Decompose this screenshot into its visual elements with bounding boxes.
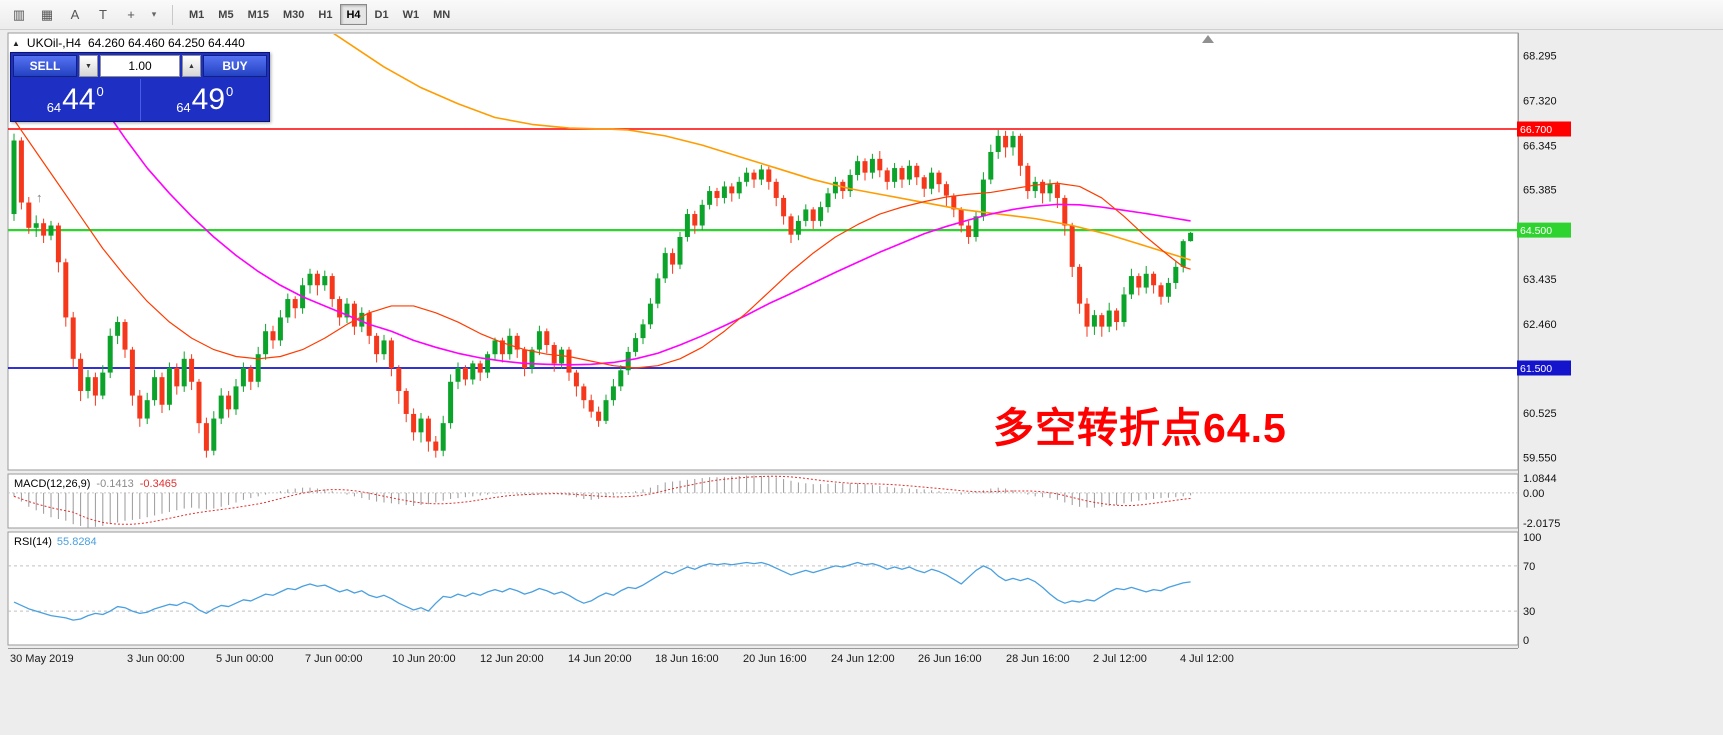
price-tick-label: 59.550 bbox=[1523, 453, 1557, 465]
rsi-line bbox=[13, 561, 1191, 621]
chart-shift-marker[interactable] bbox=[1202, 35, 1214, 43]
toolbar: ▥ ▦ A T + ▾ M1 M5 M15 M30 H1 H4 D1 W1 MN bbox=[0, 0, 1723, 30]
tf-button-h4[interactable]: H4 bbox=[340, 4, 367, 25]
volume-decrease-button[interactable]: ▼ bbox=[79, 55, 98, 77]
sell-price-small: 64 bbox=[46, 100, 62, 115]
price-tick-label: 68.295 bbox=[1523, 51, 1557, 63]
chart-annotation: 多空转折点64.5 bbox=[993, 405, 1287, 451]
rsi-axis-label: 30 bbox=[1523, 606, 1535, 618]
ma-mid-magenta bbox=[79, 64, 1191, 366]
time-tick-label: 4 Jul 12:00 bbox=[1180, 653, 1234, 665]
charts-icon[interactable]: ▥ bbox=[12, 6, 26, 22]
symbol-period-label: UKOil-,H4 bbox=[26, 36, 81, 50]
macd-axis-label: 0.00 bbox=[1523, 488, 1544, 500]
macd-label: MACD(12,26,9) -0.1413 -0.3465 bbox=[14, 478, 177, 490]
line-studies-dropdown-icon[interactable]: ▾ bbox=[151, 9, 157, 19]
price-badge-64.500 bbox=[1517, 222, 1571, 238]
text-label-icon[interactable]: A bbox=[70, 7, 80, 22]
time-tick-label: 28 Jun 16:00 bbox=[1006, 653, 1070, 665]
price-badge-66.700 bbox=[1517, 121, 1571, 137]
collapse-icon[interactable]: ▲ bbox=[12, 38, 20, 48]
macd-signal-line bbox=[13, 475, 1191, 525]
price-tick-label: 60.525 bbox=[1523, 408, 1557, 420]
buy-price-sup: 0 bbox=[226, 84, 234, 99]
candlestick-series bbox=[11, 129, 1194, 458]
time-tick-label: 10 Jun 20:00 bbox=[392, 653, 456, 665]
time-tick-label: 2 Jul 12:00 bbox=[1093, 653, 1147, 665]
time-tick-label: 26 Jun 16:00 bbox=[918, 653, 982, 665]
chevron-down-icon: ▼ bbox=[85, 62, 92, 70]
price-tick-label: 67.320 bbox=[1523, 96, 1557, 108]
volume-input[interactable] bbox=[100, 55, 180, 77]
tf-button-m30[interactable]: M30 bbox=[277, 4, 310, 25]
price-tick-label: 62.460 bbox=[1523, 319, 1557, 331]
tf-button-d1[interactable]: D1 bbox=[369, 4, 395, 25]
price-badge-text: 64.500 bbox=[1520, 225, 1552, 237]
toolbar-separator bbox=[172, 4, 173, 25]
ma-fast-red bbox=[13, 119, 1191, 369]
time-tick-label: 20 Jun 16:00 bbox=[743, 653, 807, 665]
tf-button-m5[interactable]: M5 bbox=[212, 4, 239, 25]
chart-canvas[interactable]: ↑ 68.295 67.320 66.345 65.385 63.435 62.460 60.… bbox=[0, 30, 1723, 735]
time-tick-label: 14 Jun 20:00 bbox=[568, 653, 632, 665]
rsi-label: RSI(14) 55.8284 bbox=[14, 536, 97, 548]
grid-icon[interactable]: ▦ bbox=[40, 6, 54, 22]
tf-button-w1[interactable]: W1 bbox=[397, 4, 426, 25]
price-axis[interactable]: 68.295 67.320 66.345 65.385 63.435 62.460 60.5… bbox=[1517, 33, 1571, 648]
arrow-object[interactable]: ↑ bbox=[36, 190, 43, 205]
rsi-axis-label: 70 bbox=[1523, 561, 1535, 573]
trade-panel-controls: SELL ▼ ▲ BUY bbox=[11, 53, 269, 79]
time-tick-label: 30 May 2019 bbox=[10, 653, 74, 665]
buy-button[interactable]: BUY bbox=[203, 55, 267, 77]
time-tick-label: 12 Jun 20:00 bbox=[480, 653, 544, 665]
chart-title: ▲ UKOil-,H4 64.260 64.460 64.250 64.440 bbox=[12, 36, 245, 50]
buy-price[interactable]: 64 49 0 bbox=[139, 79, 270, 121]
time-tick-label: 24 Jun 12:00 bbox=[831, 653, 895, 665]
time-tick-label: 3 Jun 00:00 bbox=[127, 653, 185, 665]
toolbar-icons: ▥ ▦ A T + ▾ bbox=[6, 3, 162, 27]
ma-slow-orange bbox=[333, 34, 1191, 261]
time-tick-label: 5 Jun 00:00 bbox=[216, 653, 274, 665]
text-box-icon[interactable]: T bbox=[99, 7, 107, 22]
sell-price-big: 44 bbox=[62, 83, 96, 116]
rsi-axis-label: 0 bbox=[1523, 635, 1529, 647]
tf-button-h1[interactable]: H1 bbox=[312, 4, 338, 25]
crosshair-icon[interactable]: + bbox=[127, 7, 135, 22]
macd-histogram bbox=[13, 475, 1192, 528]
volume-increase-button[interactable]: ▲ bbox=[182, 55, 201, 77]
time-axis[interactable]: 30 May 2019 3 Jun 00:00 5 Jun 00:00 7 Jun 0… bbox=[8, 648, 1518, 666]
tf-button-m15[interactable]: M15 bbox=[242, 4, 275, 25]
rsi-pane[interactable] bbox=[7, 531, 1519, 646]
time-tick-label: 18 Jun 16:00 bbox=[655, 653, 719, 665]
price-tick-label: 66.345 bbox=[1523, 140, 1557, 152]
sell-button[interactable]: SELL bbox=[13, 55, 77, 77]
buy-price-big: 49 bbox=[191, 83, 226, 116]
rsi-axis-label: 100 bbox=[1523, 532, 1541, 544]
ohlc-values: 64.260 64.460 64.250 64.440 bbox=[87, 36, 245, 50]
moving-averages bbox=[13, 34, 1191, 369]
time-tick-label: 7 Jun 00:00 bbox=[305, 653, 363, 665]
trade-panel-prices: 64 44 0 64 49 0 bbox=[11, 79, 269, 121]
price-tick-label: 65.385 bbox=[1523, 184, 1557, 196]
one-click-trading-panel: SELL ▼ ▲ BUY 64 44 0 64 49 0 bbox=[10, 52, 270, 122]
macd-pane[interactable] bbox=[7, 473, 1519, 529]
macd-axis-label: -2.0175 bbox=[1523, 518, 1560, 530]
buy-price-small: 64 bbox=[176, 100, 191, 115]
sell-price-sup: 0 bbox=[96, 84, 104, 99]
macd-axis-label: 1.0844 bbox=[1523, 473, 1557, 485]
chevron-up-icon: ▲ bbox=[188, 62, 195, 70]
chart-window[interactable]: ↑ 68.295 67.320 66.345 65.385 63.435 62.460 60.… bbox=[0, 30, 1723, 735]
price-tick-label: 63.435 bbox=[1523, 274, 1557, 286]
price-badge-text: 61.500 bbox=[1520, 363, 1552, 375]
tf-button-m1[interactable]: M1 bbox=[183, 4, 210, 25]
price-badge-61.500 bbox=[1517, 360, 1571, 376]
tf-button-mn[interactable]: MN bbox=[427, 4, 456, 25]
timeframe-buttons: M1 M5 M15 M30 H1 H4 D1 W1 MN bbox=[183, 4, 456, 25]
price-badge-text: 66.700 bbox=[1520, 124, 1552, 136]
sell-price[interactable]: 64 44 0 bbox=[11, 79, 140, 121]
